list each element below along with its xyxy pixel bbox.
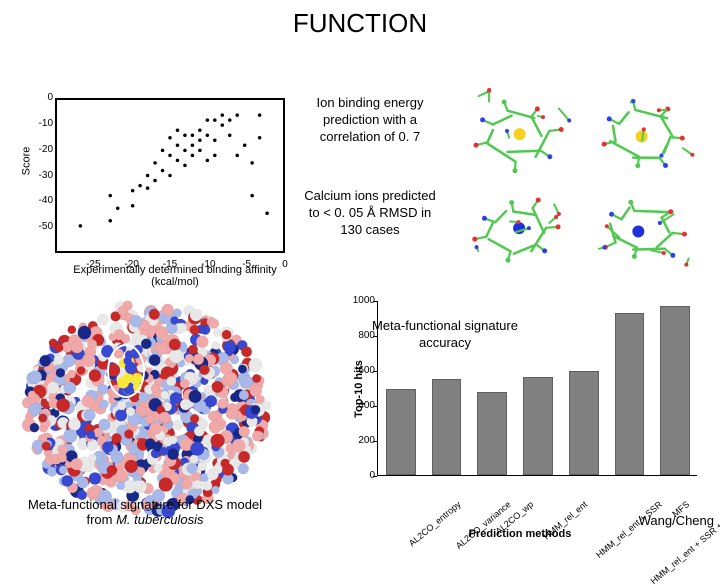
molecule-view-1: [460, 88, 575, 176]
scatter-ylabel: Score: [20, 147, 32, 176]
bar-area: [377, 301, 697, 476]
bar: [477, 392, 507, 475]
bar-xlabel: Prediction methods: [335, 528, 705, 540]
bar-xtick: AL2CO_entropy: [407, 499, 463, 548]
mol-svg-4: [585, 183, 700, 271]
scatter-ytick: -20: [35, 144, 53, 155]
caption-bottom-l1: Meta-functional signature for DXS model: [28, 497, 262, 512]
page-title: FUNCTION: [0, 0, 720, 43]
bar-ytick: 600: [350, 365, 375, 376]
scatter-ytick: -40: [35, 195, 53, 206]
protein-svg: [15, 288, 280, 523]
scatter-plot: Score Experimentally determined binding …: [15, 93, 295, 283]
mol-svg-3: [460, 183, 575, 271]
bar: [523, 377, 553, 475]
molecule-view-2: [585, 88, 700, 176]
caption-bottom-l2b: M. tuberculosis: [116, 512, 203, 527]
bar: [386, 389, 416, 475]
bar-ytick: 1000: [350, 295, 375, 306]
scatter-xtick: 0: [270, 259, 300, 270]
bar: [432, 379, 462, 475]
scatter-xtick: -5: [232, 259, 262, 270]
protein-surface: [15, 288, 280, 523]
scatter-xtick: -25: [78, 259, 108, 270]
caption-bottom-l2a: from: [86, 512, 116, 527]
scatter-ytick: -10: [35, 118, 53, 129]
highlight-ellipse: [107, 344, 145, 398]
bar-ytick: 400: [350, 400, 375, 411]
scatter-ytick: -50: [35, 221, 53, 232]
bar-chart: Top-10 hits Prediction methods 020040060…: [335, 293, 705, 538]
caption-bottom: Meta-functional signature for DXS model …: [15, 497, 275, 528]
caption-calcium: Calcium ions predicted to < 0. 05 Å RMSD…: [300, 188, 440, 239]
caption-ion-binding: Ion binding energy prediction with a cor…: [305, 95, 435, 146]
bar-ytick: 200: [350, 435, 375, 446]
bar: [615, 313, 645, 475]
bar-ytick: 800: [350, 330, 375, 341]
scatter-svg: [57, 100, 283, 251]
scatter-box: [55, 98, 285, 253]
scatter-xtick: -15: [155, 259, 185, 270]
scatter-xtick: -10: [193, 259, 223, 270]
bar: [569, 371, 599, 475]
content-area: Score Experimentally determined binding …: [0, 43, 720, 533]
mol-svg-2: [585, 88, 700, 176]
bar-ytick: 0: [350, 470, 375, 481]
mol-svg-1: [460, 88, 575, 176]
bar: [660, 306, 690, 475]
credit-text: Wang/Cheng: [639, 513, 714, 528]
molecule-view-3: [460, 183, 575, 271]
scatter-xtick: -20: [117, 259, 147, 270]
molecule-view-4: [585, 183, 700, 271]
scatter-ytick: -30: [35, 170, 53, 181]
scatter-ytick: 0: [35, 92, 53, 103]
